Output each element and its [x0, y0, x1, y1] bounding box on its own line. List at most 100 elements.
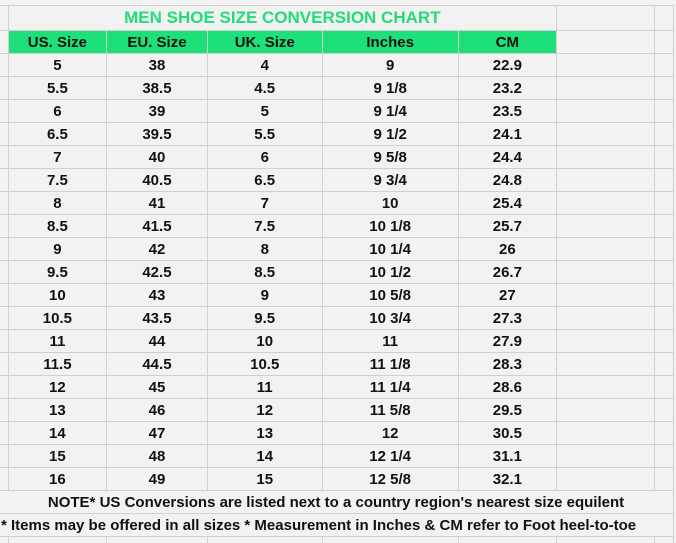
cell-us-size[interactable]: 5.5 [7, 76, 108, 100]
cell-uk-size[interactable]: 7 [206, 191, 323, 215]
cell-eu-size[interactable]: 39.5 [106, 122, 208, 146]
header-uk-size[interactable]: UK. Size [206, 30, 323, 54]
cell-inches[interactable]: 11 1/8 [321, 352, 459, 376]
cell-inches[interactable]: 9 5/8 [321, 145, 459, 169]
cell[interactable] [653, 5, 675, 31]
cell[interactable] [0, 536, 9, 543]
cell[interactable] [653, 306, 675, 330]
cell[interactable] [106, 536, 208, 543]
cell[interactable] [0, 444, 9, 468]
cell-eu-size[interactable]: 44.5 [106, 352, 208, 376]
cell[interactable] [0, 53, 9, 77]
cell-eu-size[interactable]: 41 [106, 191, 208, 215]
cell-us-size[interactable]: 9 [7, 237, 108, 261]
cell-eu-size[interactable]: 40.5 [106, 168, 208, 192]
cell-eu-size[interactable]: 41.5 [106, 214, 208, 238]
cell-cm[interactable]: 23.2 [457, 76, 558, 100]
cell[interactable] [556, 536, 655, 543]
cell-uk-size[interactable]: 15 [206, 467, 323, 491]
cell[interactable] [556, 306, 655, 330]
cell-uk-size[interactable]: 14 [206, 444, 323, 468]
cell[interactable] [653, 536, 675, 543]
cell-uk-size[interactable]: 5 [206, 99, 323, 123]
cell-uk-size[interactable]: 12 [206, 398, 323, 422]
cell-inches[interactable]: 10 [321, 191, 459, 215]
cell[interactable] [653, 398, 675, 422]
cell-cm[interactable]: 31.1 [457, 444, 558, 468]
cell-us-size[interactable]: 9.5 [7, 260, 108, 284]
cell[interactable] [0, 99, 9, 123]
cell[interactable] [0, 375, 9, 399]
cell[interactable] [556, 191, 655, 215]
cell-cm[interactable]: 24.4 [457, 145, 558, 169]
cell-eu-size[interactable]: 39 [106, 99, 208, 123]
cell[interactable] [653, 53, 675, 77]
cell-eu-size[interactable]: 38.5 [106, 76, 208, 100]
cell-cm[interactable]: 32.1 [457, 467, 558, 491]
cell-cm[interactable]: 23.5 [457, 99, 558, 123]
cell[interactable] [653, 99, 675, 123]
cell-us-size[interactable]: 8 [7, 191, 108, 215]
cell-eu-size[interactable]: 43.5 [106, 306, 208, 330]
header-eu-size[interactable]: EU. Size [106, 30, 208, 54]
cell[interactable] [0, 30, 9, 54]
cell[interactable] [653, 375, 675, 399]
cell[interactable] [653, 283, 675, 307]
cell-cm[interactable]: 25.4 [457, 191, 558, 215]
cell[interactable] [7, 536, 108, 543]
cell[interactable] [0, 145, 9, 169]
cell[interactable] [556, 214, 655, 238]
cell[interactable] [457, 536, 558, 543]
cell[interactable] [556, 145, 655, 169]
cell-cm[interactable]: 22.9 [457, 53, 558, 77]
cell[interactable] [556, 467, 655, 491]
cell[interactable] [556, 76, 655, 100]
cell-us-size[interactable]: 11.5 [7, 352, 108, 376]
cell[interactable] [653, 30, 675, 54]
cell-cm[interactable]: 27.3 [457, 306, 558, 330]
cell-cm[interactable]: 27 [457, 283, 558, 307]
cell[interactable] [556, 375, 655, 399]
cell-uk-size[interactable]: 10 [206, 329, 323, 353]
cell-cm[interactable]: 26 [457, 237, 558, 261]
cell-inches[interactable]: 12 [321, 421, 459, 445]
cell[interactable] [0, 76, 9, 100]
cell-uk-size[interactable]: 6 [206, 145, 323, 169]
cell-cm[interactable]: 27.9 [457, 329, 558, 353]
cell-inches[interactable]: 10 1/2 [321, 260, 459, 284]
cell-inches[interactable]: 11 [321, 329, 459, 353]
cell-uk-size[interactable]: 9.5 [206, 306, 323, 330]
cell[interactable] [653, 260, 675, 284]
cell[interactable] [556, 329, 655, 353]
cell[interactable] [0, 306, 9, 330]
cell-uk-size[interactable]: 4.5 [206, 76, 323, 100]
cell-eu-size[interactable]: 43 [106, 283, 208, 307]
cell-inches[interactable]: 9 1/2 [321, 122, 459, 146]
cell-inches[interactable]: 12 5/8 [321, 467, 459, 491]
cell-cm[interactable]: 25.7 [457, 214, 558, 238]
cell-uk-size[interactable]: 11 [206, 375, 323, 399]
cell[interactable] [556, 260, 655, 284]
cell-uk-size[interactable]: 10.5 [206, 352, 323, 376]
cell[interactable] [556, 352, 655, 376]
cell[interactable] [321, 536, 459, 543]
cell[interactable] [0, 421, 9, 445]
cell-inches[interactable]: 10 1/8 [321, 214, 459, 238]
cell[interactable] [653, 352, 675, 376]
cell-cm[interactable]: 28.6 [457, 375, 558, 399]
header-us-size[interactable]: US. Size [7, 30, 108, 54]
cell[interactable] [556, 168, 655, 192]
cell-eu-size[interactable]: 38 [106, 53, 208, 77]
note-text[interactable]: * Items may be offered in all sizes * Me… [0, 513, 674, 537]
cell-eu-size[interactable]: 42.5 [106, 260, 208, 284]
cell-us-size[interactable]: 13 [7, 398, 108, 422]
cell-uk-size[interactable]: 8 [206, 237, 323, 261]
cell-inches[interactable]: 12 1/4 [321, 444, 459, 468]
cell[interactable] [653, 329, 675, 353]
cell[interactable] [0, 398, 9, 422]
cell[interactable] [0, 168, 9, 192]
note-text[interactable]: NOTE* US Conversions are listed next to … [0, 490, 674, 514]
cell[interactable] [0, 467, 9, 491]
cell-us-size[interactable]: 12 [7, 375, 108, 399]
cell[interactable] [556, 122, 655, 146]
